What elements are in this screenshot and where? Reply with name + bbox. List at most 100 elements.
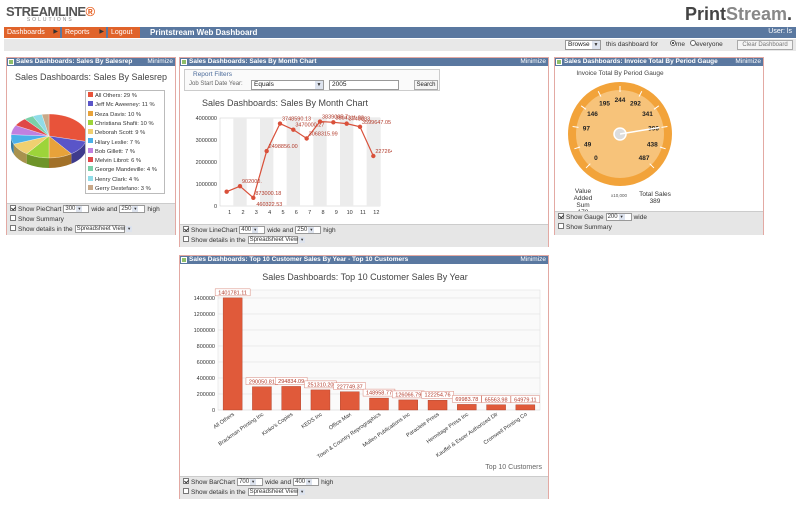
height-select[interactable]: 250 ▼ <box>119 205 146 214</box>
browse-select[interactable]: Browse ▼ <box>565 40 601 50</box>
filter-value-input[interactable]: 2005 <box>329 80 399 90</box>
y-tick-label: 800000 <box>197 344 215 350</box>
bar <box>427 400 448 411</box>
minimize-button[interactable]: Minimize <box>520 58 546 65</box>
minimize-button[interactable]: Minimize <box>147 58 173 65</box>
panel-header: Sales Dashboards: Sales By Salesrep Minim… <box>7 58 175 66</box>
bar <box>486 404 506 411</box>
reports-label: Reports <box>65 29 90 36</box>
data-label: 3470000.27 <box>295 123 324 129</box>
show-details-checkbox[interactable] <box>183 236 189 243</box>
legend-item: Gerry Destefano: 3 % <box>88 184 151 193</box>
pie-legend: All Others: 29 % Jeff Mc Aweeney: 11 % Rez… <box>85 90 165 194</box>
view-select[interactable]: Spreadsheet View ▼ <box>247 488 306 497</box>
dashboards-menu[interactable]: Dashboards ▶ <box>4 27 60 38</box>
panel-header: Sales Dashboards: Top 10 Customer Sales … <box>180 256 548 264</box>
gauge-tick-label: 341 <box>642 111 653 118</box>
logout-link[interactable]: Logout <box>108 27 140 38</box>
bar <box>310 389 331 411</box>
data-label: 1401781.11 <box>218 290 247 296</box>
bar <box>398 399 418 411</box>
bar-chart-xlabel: Top 10 Customers <box>485 464 542 471</box>
view-select[interactable]: Spreadsheet View ▼ <box>247 236 306 245</box>
legend-swatch <box>88 129 93 135</box>
chart-icon <box>181 257 187 263</box>
data-label: 3748590.13 <box>282 117 311 123</box>
gauge-tick-label: 195 <box>599 101 610 108</box>
gauge-tick <box>653 105 660 110</box>
x-tick-label: 7 <box>308 210 311 216</box>
minimize-button[interactable]: Minimize <box>520 256 546 263</box>
report-filters: Report Filters Job Start Date Year: Equa… <box>184 69 440 91</box>
show-summary-checkbox[interactable] <box>558 223 564 230</box>
filter-operator-select[interactable]: Equals ▼ <box>251 80 324 90</box>
show-chart-checkbox[interactable] <box>183 478 189 485</box>
view-select[interactable]: Spreadsheet View ▼ <box>74 225 133 234</box>
y-tick-label: 200000 <box>197 392 215 398</box>
bar-chart: 0 200000 400000 600000 800000 1000000 1200000 1… <box>194 288 541 460</box>
data-point <box>317 119 323 124</box>
panel-header: Sales Dashboards: Sales By Month Chart Mi… <box>180 58 548 66</box>
legend-label: Hilary Leslie: 7 % <box>95 139 140 146</box>
bar <box>515 404 536 411</box>
panel-header: Sales Dashboards: Invoice Total By Perio… <box>555 58 763 66</box>
show-chart-checkbox[interactable] <box>10 205 16 212</box>
minimize-button[interactable]: Minimize <box>735 58 761 65</box>
data-point <box>344 121 349 126</box>
total-sales-readout: Total Sales 389 <box>635 191 675 205</box>
search-button[interactable]: Search <box>414 80 438 90</box>
x-tick-label: 12 <box>373 210 379 216</box>
show-chart-option: Show LineChart 400 ▼ wide and 250 ▼ high <box>183 226 336 235</box>
data-label: 65563.98 <box>485 397 508 403</box>
show-details-option: Show details in the Spreadsheet View ▼ <box>183 236 306 245</box>
gauge-tick-label: 49 <box>584 142 592 149</box>
show-gauge-option: Show Gauge 200 ▼ wide <box>558 213 647 222</box>
reports-menu[interactable]: Reports ▶ <box>62 27 106 38</box>
chart-icon <box>556 59 562 65</box>
legend-swatch <box>88 147 93 153</box>
legend-item: Bob Gillett: 7 % <box>88 147 135 156</box>
width-select[interactable]: 200 ▼ <box>605 213 632 222</box>
height-select[interactable]: 250 ▼ <box>295 226 322 235</box>
gauge-tick <box>574 146 581 150</box>
legend-item: George Mandeville: 4 % <box>88 166 157 174</box>
x-tick-label: All Others <box>213 412 236 431</box>
top-customers-panel: Sales Dashboards: Top 10 Customer Sales … <box>179 255 549 499</box>
data-label: 3743883. <box>349 117 372 123</box>
gauge-tick <box>585 163 591 169</box>
salesrep-panel: Sales Dashboards: Sales By Salesrep Minim… <box>6 57 176 235</box>
data-label: 227749.37 <box>337 384 363 390</box>
y-tick-label: 1000000 <box>194 328 215 334</box>
width-select[interactable]: 700 ▼ <box>237 478 264 487</box>
gauge-tick-label: 487 <box>639 155 650 162</box>
y-tick-label: 0 <box>212 408 215 414</box>
data-label: 2498856.00 <box>269 144 298 150</box>
legend-item: Melvin Librot: 6 % <box>88 157 141 165</box>
legend-swatch <box>88 138 93 144</box>
x-tick-label: 10 <box>347 210 353 216</box>
width-select[interactable]: 400 ▼ <box>239 226 266 235</box>
arrow-right-icon: ▶ <box>53 29 58 35</box>
show-chart-checkbox[interactable] <box>183 226 189 233</box>
printstream-logo: PrintStream. <box>684 4 792 24</box>
show-details-checkbox[interactable] <box>183 488 189 495</box>
gauge-tick <box>572 125 579 128</box>
radio-me[interactable]: me <box>670 40 685 48</box>
data-point <box>251 195 256 200</box>
show-gauge-checkbox[interactable] <box>558 213 564 220</box>
data-point <box>357 124 363 130</box>
y-tick-label: 600000 <box>197 360 215 366</box>
width-select[interactable]: 300 ▼ <box>63 205 90 214</box>
show-summary-checkbox[interactable] <box>10 215 16 222</box>
radio-everyone[interactable]: everyone <box>690 40 723 48</box>
show-details-checkbox[interactable] <box>10 225 16 232</box>
height-select[interactable]: 400 ▼ <box>293 478 320 487</box>
gauge-needle <box>619 126 660 135</box>
data-label: 3804311.83 <box>335 115 364 121</box>
clear-dashboard-button[interactable]: Clear Dashboard <box>737 40 793 50</box>
data-point <box>304 136 309 141</box>
x-tick-label: 8 <box>321 210 324 216</box>
arrow-right-icon: ▶ <box>99 29 104 35</box>
legend-item: Deborah Scott: 9 % <box>88 129 145 137</box>
